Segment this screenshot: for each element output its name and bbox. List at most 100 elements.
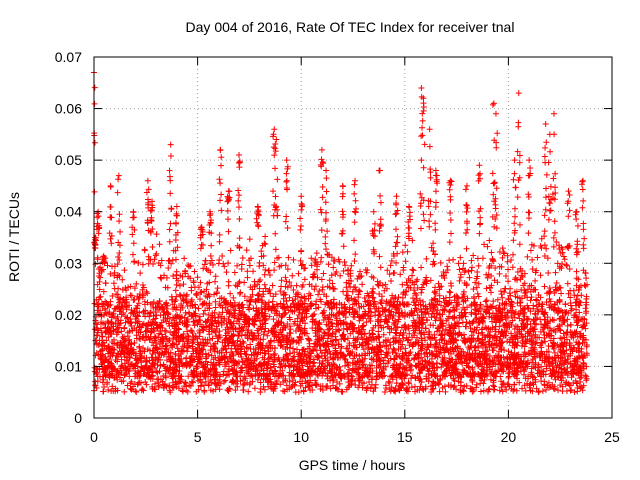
data-point <box>388 372 395 379</box>
data-point <box>366 350 373 357</box>
data-point <box>455 350 462 357</box>
data-point <box>574 380 581 387</box>
data-point <box>238 345 245 352</box>
data-point <box>443 359 450 366</box>
data-point <box>181 255 188 262</box>
data-point <box>538 235 545 242</box>
data-point <box>208 257 215 264</box>
data-point <box>420 364 427 371</box>
data-point <box>249 336 256 343</box>
data-point <box>250 268 257 275</box>
data-point <box>187 298 194 305</box>
data-point <box>357 314 364 321</box>
data-point <box>173 281 180 288</box>
data-point <box>264 332 271 339</box>
data-point <box>494 312 501 319</box>
data-point <box>438 331 445 338</box>
data-point <box>505 278 512 285</box>
data-point <box>113 372 120 379</box>
data-point <box>284 352 291 359</box>
data-point <box>147 376 154 383</box>
data-point <box>474 268 481 275</box>
data-point <box>211 348 218 355</box>
data-point <box>335 341 342 348</box>
data-point <box>404 359 411 366</box>
data-point <box>405 323 412 330</box>
data-point <box>134 313 141 320</box>
data-point <box>277 381 284 388</box>
data-point <box>180 292 187 299</box>
data-point <box>142 313 149 320</box>
data-point <box>413 295 420 302</box>
data-point <box>405 380 412 387</box>
data-point <box>346 323 353 330</box>
data-point <box>481 241 488 248</box>
data-point <box>254 292 261 299</box>
data-point <box>284 266 291 273</box>
data-point <box>131 340 138 347</box>
data-point <box>296 322 303 329</box>
data-point <box>157 322 164 329</box>
data-point <box>308 262 315 269</box>
data-point <box>293 366 300 373</box>
data-point <box>356 359 363 366</box>
data-point <box>290 256 297 263</box>
data-point <box>560 253 567 260</box>
data-point <box>567 352 574 359</box>
data-point <box>163 300 170 307</box>
data-point <box>472 343 479 350</box>
data-point <box>363 269 370 276</box>
data-point <box>203 286 210 293</box>
data-point <box>492 361 499 368</box>
data-point <box>167 329 174 336</box>
data-point <box>566 265 573 272</box>
data-point <box>212 278 219 285</box>
data-point <box>295 339 302 346</box>
data-point <box>489 341 496 348</box>
data-point <box>179 273 186 280</box>
data-point <box>133 389 140 396</box>
data-point <box>387 299 394 306</box>
data-point <box>208 352 215 359</box>
data-point <box>474 354 481 361</box>
data-point <box>281 289 288 296</box>
data-point <box>183 383 190 390</box>
data-point <box>453 360 460 367</box>
data-point <box>199 346 206 353</box>
data-point <box>574 292 581 299</box>
data-point <box>417 297 424 304</box>
data-point <box>124 382 131 389</box>
data-point <box>100 320 107 327</box>
data-point <box>524 321 531 328</box>
data-point <box>370 301 377 308</box>
data-point <box>196 333 203 340</box>
data-point <box>525 286 532 293</box>
data-point <box>386 312 393 319</box>
data-point <box>331 303 338 310</box>
data-point <box>509 251 516 258</box>
data-point <box>325 359 332 366</box>
data-point <box>475 330 482 337</box>
data-point <box>516 379 523 386</box>
data-point <box>277 288 284 295</box>
data-point <box>426 375 433 382</box>
data-point <box>435 324 442 331</box>
data-point <box>340 331 347 338</box>
data-point <box>369 330 376 337</box>
data-point <box>314 354 321 361</box>
data-point <box>251 385 258 392</box>
data-point <box>487 326 494 333</box>
data-point <box>373 373 380 380</box>
data-point <box>97 293 104 300</box>
data-point <box>423 375 430 382</box>
data-point <box>281 324 288 331</box>
data-point <box>250 345 257 352</box>
data-point <box>113 291 120 298</box>
data-point <box>525 375 532 382</box>
data-point <box>150 299 157 306</box>
data-point <box>358 342 365 349</box>
data-point <box>428 388 435 395</box>
data-point <box>477 301 484 308</box>
data-point <box>121 267 128 274</box>
data-point <box>423 274 430 281</box>
